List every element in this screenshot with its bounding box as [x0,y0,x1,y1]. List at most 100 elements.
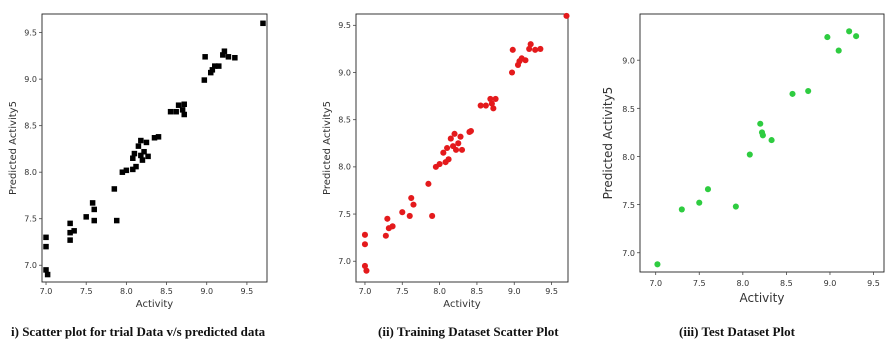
data-point [67,229,73,236]
plot-frame [355,13,569,283]
x-tick-label: 8.5 [471,287,484,296]
data-point [457,133,464,140]
data-point [83,214,89,220]
data-point [757,120,764,127]
data-point [467,127,475,135]
x-tick-label: 9.0 [200,287,213,296]
data-point [91,217,97,224]
data-point [436,160,443,168]
data-point [221,48,228,54]
caption-test-dataset: (iii) Test Dataset Plot [679,324,795,339]
data-point [410,201,417,208]
data-point [445,156,452,163]
data-point [408,194,415,202]
y-tick-label: 8.0 [622,153,635,162]
x-tick-label: 8.5 [160,287,173,296]
data-point [225,54,232,60]
x-tick-label: 7.5 [693,279,706,288]
data-point [130,166,136,173]
y-tick-label: 8.5 [24,121,37,130]
data-point [91,206,97,213]
x-tick-label: 9.5 [241,287,254,296]
data-point [746,151,753,158]
data-point [425,180,432,187]
data-point [853,33,860,40]
data-point [181,111,187,118]
data-point [492,95,499,102]
data-point [452,146,460,153]
y-tick-label: 8.5 [338,115,351,124]
data-point [482,102,489,109]
x-tick-label: 9.0 [824,279,837,288]
data-point [260,20,266,27]
y-tick-label: 7.5 [24,215,37,224]
data-point [220,52,226,58]
y-tick-label: 8.0 [24,168,37,177]
data-point [451,130,458,137]
data-point [527,41,534,48]
data-point [138,152,144,159]
data-point [654,261,661,268]
data-point [477,102,484,109]
x-tick-label: 8.0 [120,287,133,296]
x-tick-label: 7.5 [396,287,409,296]
x-tick-label: 9.5 [867,279,880,288]
data-point [119,169,126,175]
data-point [209,67,216,73]
data-point [487,95,494,102]
x-tick-label: 9.5 [545,287,558,296]
data-point [458,146,466,153]
y-axis-label: Predicted Activity5 [8,101,19,195]
data-point [522,57,529,64]
data-point [43,234,49,241]
data-point [143,139,150,146]
data-point [123,167,130,174]
data-point [175,102,182,108]
data-point [835,47,842,54]
x-tick-label: 8.5 [780,279,793,288]
data-point [382,232,389,239]
data-point [563,12,570,19]
data-point [509,46,516,53]
data-point [181,101,187,108]
x-tick-label: 7.0 [649,279,662,288]
data-point [389,223,396,230]
scatter-panel-3: 7.0 7.5 8.0 8.5 9.0 9.5 7.0 7.5 8.0 8.5 9.0 Activit… [601,13,885,305]
y-tick-label: 9.0 [622,57,635,66]
data-point [363,267,370,274]
data-point [508,69,516,76]
data-point [67,220,73,227]
data-point [440,149,447,156]
data-point [759,132,766,139]
data-point [846,28,853,35]
data-point [113,217,120,224]
y-tick-label: 7.0 [24,261,37,270]
data-point [44,271,51,278]
data-point [43,267,49,273]
data-point [208,69,214,76]
data-point [444,144,451,152]
x-tick-label: 7.0 [359,287,372,296]
data-point [133,163,139,170]
data-point [361,241,369,248]
data-point [488,100,495,107]
y-tick-label: 9.0 [338,68,351,77]
data-point [406,212,413,219]
data-point [805,87,812,95]
data-point [537,45,544,52]
data-point [216,63,222,69]
data-point [179,107,186,113]
data-point [111,186,118,192]
x-tick-label: 8.0 [433,287,446,296]
x-tick-label: 7.0 [40,287,53,296]
x-axis-label: Activity [136,299,173,310]
data-point [155,134,162,140]
scatter-panel-2: 7.0 7.5 8.0 8.5 9.0 9.5 7.0 7.5 8.0 8.5 9.0 9.5 Acti… [322,12,570,310]
data-point [151,135,158,141]
data-point [768,137,775,144]
data-point [696,199,703,206]
y-tick-label: 8.5 [622,105,635,114]
y-tick-label: 9.5 [338,21,351,30]
data-point [399,209,406,216]
